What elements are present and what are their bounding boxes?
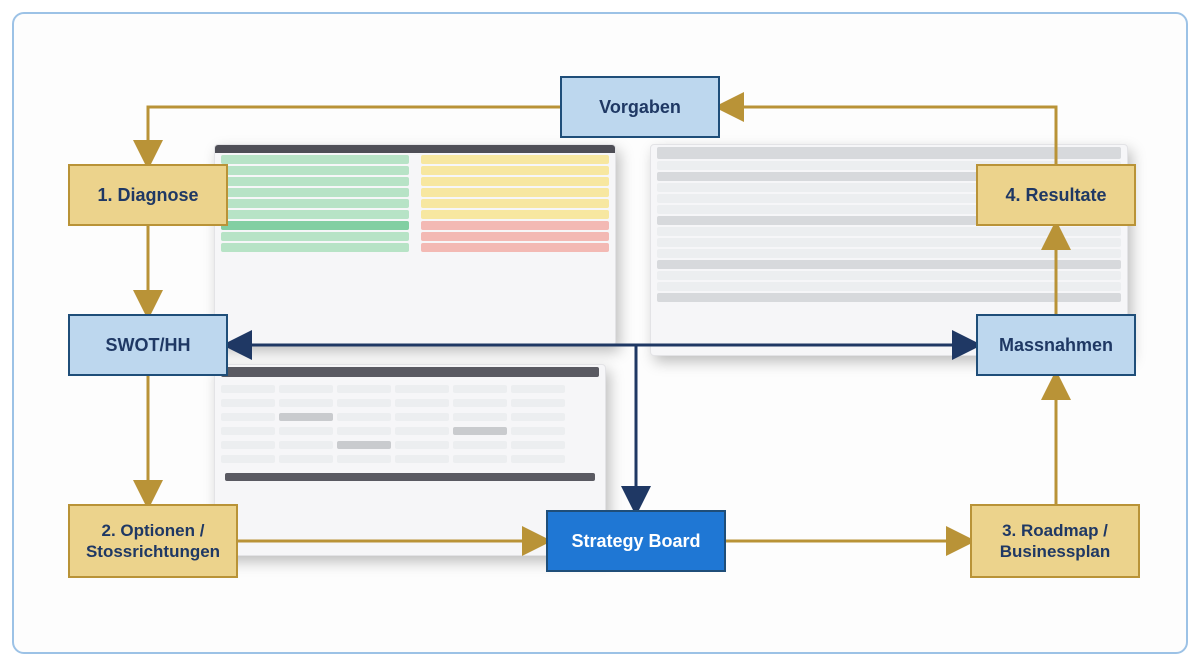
node-diagnose: 1. Diagnose (68, 164, 228, 226)
node-massnahmen: Massnahmen (976, 314, 1136, 376)
node-strategy: Strategy Board (546, 510, 726, 572)
node-optionen-label: 2. Optionen / Stossrichtungen (74, 520, 232, 563)
node-resultate: 4. Resultate (976, 164, 1136, 226)
node-diagnose-label: 1. Diagnose (97, 184, 198, 207)
node-swot-label: SWOT/HH (106, 334, 191, 357)
diagram-frame: Vorgaben 1. Diagnose 4. Resultate SWOT/HH Ma… (12, 12, 1188, 654)
node-massnahmen-label: Massnahmen (999, 334, 1113, 357)
node-vorgaben-label: Vorgaben (599, 96, 681, 119)
node-resultate-label: 4. Resultate (1005, 184, 1106, 207)
node-roadmap: 3. Roadmap / Businessplan (970, 504, 1140, 578)
node-roadmap-label: 3. Roadmap / Businessplan (976, 520, 1134, 563)
node-strategy-label: Strategy Board (571, 530, 700, 553)
node-swot: SWOT/HH (68, 314, 228, 376)
node-optionen: 2. Optionen / Stossrichtungen (68, 504, 238, 578)
screenshot-swot (214, 144, 616, 346)
node-vorgaben: Vorgaben (560, 76, 720, 138)
